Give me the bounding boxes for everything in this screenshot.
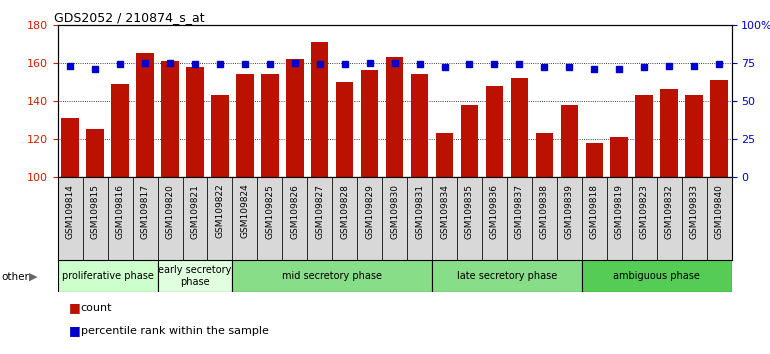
Bar bbox=[233, 177, 257, 260]
Text: GSM109822: GSM109822 bbox=[216, 184, 224, 238]
Bar bbox=[532, 177, 557, 260]
Text: GSM109826: GSM109826 bbox=[290, 184, 300, 239]
Text: GSM109839: GSM109839 bbox=[565, 184, 574, 239]
Bar bbox=[332, 177, 357, 260]
Bar bbox=[361, 70, 378, 177]
Bar bbox=[207, 177, 233, 260]
Bar bbox=[161, 61, 179, 177]
Bar bbox=[211, 95, 229, 177]
Text: mid secretory phase: mid secretory phase bbox=[283, 271, 382, 281]
Bar bbox=[482, 177, 507, 260]
Text: other: other bbox=[2, 272, 29, 282]
Bar bbox=[710, 80, 728, 177]
Bar bbox=[436, 133, 454, 177]
Bar bbox=[707, 177, 732, 260]
Bar bbox=[457, 177, 482, 260]
Bar bbox=[186, 67, 204, 177]
Text: GSM109818: GSM109818 bbox=[590, 184, 599, 239]
Text: GSM109823: GSM109823 bbox=[640, 184, 648, 239]
Bar bbox=[407, 177, 432, 260]
Bar bbox=[62, 118, 79, 177]
Text: GSM109832: GSM109832 bbox=[665, 184, 674, 239]
Bar bbox=[582, 260, 732, 292]
Bar bbox=[681, 177, 707, 260]
Text: GSM109824: GSM109824 bbox=[240, 184, 249, 238]
Text: GSM109819: GSM109819 bbox=[614, 184, 624, 239]
Text: GSM109820: GSM109820 bbox=[166, 184, 175, 239]
Text: GSM109833: GSM109833 bbox=[690, 184, 698, 239]
Text: GSM109840: GSM109840 bbox=[715, 184, 724, 239]
Text: GSM109814: GSM109814 bbox=[65, 184, 75, 239]
Bar bbox=[132, 177, 158, 260]
Bar bbox=[507, 177, 532, 260]
Text: GSM109836: GSM109836 bbox=[490, 184, 499, 239]
Bar bbox=[607, 177, 631, 260]
Bar bbox=[236, 74, 253, 177]
Text: GSM109827: GSM109827 bbox=[315, 184, 324, 239]
Bar bbox=[311, 42, 329, 177]
Bar bbox=[257, 177, 283, 260]
Bar bbox=[486, 86, 503, 177]
Text: GSM109830: GSM109830 bbox=[390, 184, 399, 239]
Bar bbox=[411, 74, 428, 177]
Bar bbox=[561, 105, 578, 177]
Text: GSM109815: GSM109815 bbox=[91, 184, 99, 239]
Bar bbox=[233, 260, 432, 292]
Bar bbox=[635, 95, 653, 177]
Bar bbox=[357, 177, 382, 260]
Text: GSM109831: GSM109831 bbox=[415, 184, 424, 239]
Bar bbox=[283, 177, 307, 260]
Bar bbox=[685, 95, 703, 177]
Bar bbox=[657, 177, 681, 260]
Bar bbox=[432, 177, 457, 260]
Bar bbox=[382, 177, 407, 260]
Bar bbox=[158, 177, 182, 260]
Text: GSM109834: GSM109834 bbox=[440, 184, 449, 239]
Bar bbox=[557, 177, 582, 260]
Text: GSM109828: GSM109828 bbox=[340, 184, 350, 239]
Bar bbox=[112, 84, 129, 177]
Bar bbox=[661, 90, 678, 177]
Bar bbox=[182, 177, 207, 260]
Bar bbox=[136, 53, 154, 177]
Bar bbox=[511, 78, 528, 177]
Bar bbox=[58, 260, 158, 292]
Text: ambiguous phase: ambiguous phase bbox=[613, 271, 700, 281]
Text: GSM109829: GSM109829 bbox=[365, 184, 374, 239]
Bar bbox=[261, 74, 279, 177]
Text: ▶: ▶ bbox=[29, 272, 38, 282]
Text: percentile rank within the sample: percentile rank within the sample bbox=[81, 326, 269, 336]
Text: proliferative phase: proliferative phase bbox=[62, 271, 153, 281]
Bar bbox=[631, 177, 657, 260]
Bar bbox=[460, 105, 478, 177]
Bar bbox=[536, 133, 553, 177]
Text: GDS2052 / 210874_s_at: GDS2052 / 210874_s_at bbox=[55, 11, 205, 24]
Bar bbox=[585, 143, 603, 177]
Text: ■: ■ bbox=[69, 302, 81, 314]
Text: GSM109816: GSM109816 bbox=[116, 184, 125, 239]
Text: GSM109838: GSM109838 bbox=[540, 184, 549, 239]
Text: late secretory phase: late secretory phase bbox=[457, 271, 557, 281]
Text: GSM109817: GSM109817 bbox=[141, 184, 149, 239]
Bar bbox=[336, 82, 353, 177]
Bar bbox=[58, 177, 82, 260]
Bar bbox=[108, 177, 132, 260]
Bar bbox=[386, 57, 403, 177]
Text: early secretory
phase: early secretory phase bbox=[159, 265, 232, 287]
Text: GSM109837: GSM109837 bbox=[515, 184, 524, 239]
Bar bbox=[307, 177, 332, 260]
Bar bbox=[158, 260, 233, 292]
Text: GSM109835: GSM109835 bbox=[465, 184, 474, 239]
Text: GSM109825: GSM109825 bbox=[266, 184, 274, 239]
Bar bbox=[82, 177, 108, 260]
Bar bbox=[86, 130, 104, 177]
Bar bbox=[432, 260, 582, 292]
Text: count: count bbox=[81, 303, 112, 313]
Bar bbox=[286, 59, 303, 177]
Bar bbox=[582, 177, 607, 260]
Bar bbox=[611, 137, 628, 177]
Text: ■: ■ bbox=[69, 325, 81, 337]
Text: GSM109821: GSM109821 bbox=[190, 184, 199, 239]
